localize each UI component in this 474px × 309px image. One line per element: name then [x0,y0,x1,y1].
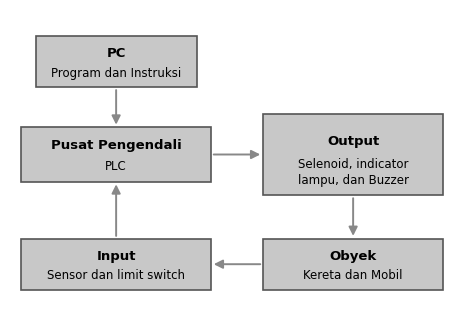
FancyBboxPatch shape [21,128,211,182]
Text: Sensor dan limit switch: Sensor dan limit switch [47,269,185,282]
Text: Kereta dan Mobil: Kereta dan Mobil [303,269,403,282]
FancyBboxPatch shape [21,239,211,290]
Text: Program dan Instruksi: Program dan Instruksi [51,66,181,79]
FancyBboxPatch shape [263,113,443,195]
FancyBboxPatch shape [263,239,443,290]
Text: Pusat Pengendali: Pusat Pengendali [51,139,182,152]
Text: Input: Input [96,250,136,263]
Text: Selenoid, indicator
lampu, dan Buzzer: Selenoid, indicator lampu, dan Buzzer [298,158,409,187]
Text: PC: PC [107,47,126,60]
Text: Obyek: Obyek [329,250,377,263]
FancyBboxPatch shape [36,36,197,87]
Text: PLC: PLC [105,160,127,173]
Text: Output: Output [327,135,379,148]
